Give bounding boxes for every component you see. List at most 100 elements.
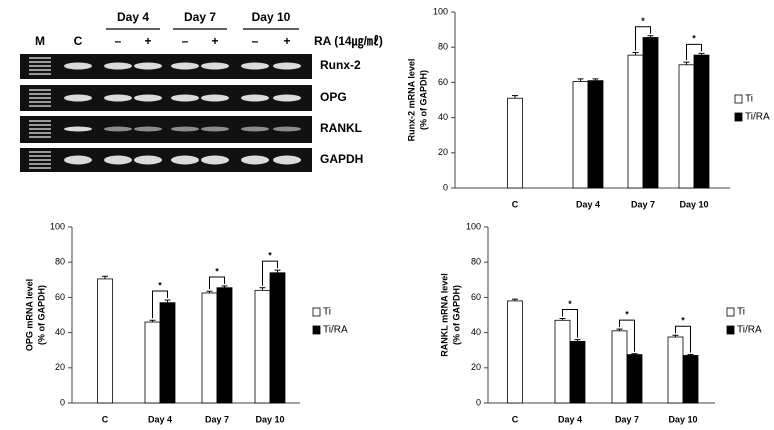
y-axis-label: (% of GAPDH) (418, 70, 428, 130)
gene-label: OPG (320, 90, 347, 104)
gene-label: RANKL (320, 121, 362, 135)
treatment-label: + (283, 34, 290, 48)
gel-band (104, 126, 132, 132)
x-tick-label: C (512, 199, 519, 209)
gel-band (64, 126, 92, 132)
legend-swatch (734, 112, 743, 122)
y-tick-label: 80 (55, 257, 65, 267)
gel-band (171, 155, 199, 165)
y-tick-label: 20 (471, 362, 481, 372)
marker-band (29, 101, 51, 103)
y-tick-label: 0 (476, 397, 481, 407)
x-tick-label: Day 4 (148, 414, 172, 424)
legend-label: Ti/RA (323, 325, 348, 336)
marker-band (29, 151, 51, 153)
bar (569, 340, 586, 404)
marker-band (29, 89, 51, 91)
significance-bracket (686, 43, 702, 61)
significance-label: * (268, 250, 272, 260)
significance-bracket (262, 260, 278, 286)
y-axis-label: Runx-2 mRNA level (406, 59, 416, 142)
legend-label: Ti (745, 94, 753, 105)
gel-band (201, 155, 229, 165)
marker-band (29, 61, 51, 63)
gel-band (241, 155, 269, 165)
marker-band (29, 136, 51, 138)
gel-band (104, 94, 132, 102)
x-tick-label: Day 10 (668, 414, 697, 424)
treatment-label: – (252, 34, 259, 48)
bar (159, 302, 176, 404)
significance-label: * (641, 16, 645, 26)
bar (572, 81, 589, 189)
bar (627, 54, 644, 189)
bar (144, 321, 161, 404)
marker-band (29, 167, 51, 169)
y-tick-label: 60 (471, 292, 481, 302)
legend-swatch (726, 325, 735, 335)
marker-band (29, 73, 51, 75)
y-tick-label: 20 (55, 362, 65, 372)
x-tick-label: Day 7 (205, 414, 229, 424)
marker-band (29, 132, 51, 134)
day-label: Day 10 (252, 10, 291, 24)
legend-swatch (734, 94, 743, 104)
gel-band (241, 126, 269, 132)
gel-band (171, 62, 199, 70)
bar (507, 97, 523, 189)
significance-bracket (562, 309, 578, 338)
bar (642, 37, 659, 189)
significance-bracket (152, 290, 168, 319)
y-tick-label: 20 (438, 147, 448, 157)
gel-band (64, 62, 92, 70)
significance-label: * (681, 316, 685, 326)
y-axis-label: OPG mRNA level (24, 279, 34, 351)
x-tick-label: C (512, 414, 519, 424)
legend-swatch (726, 307, 735, 317)
gel-band (201, 126, 229, 132)
treatment-label: – (115, 34, 122, 48)
significance-label: * (625, 309, 629, 319)
gel-band (134, 155, 162, 165)
legend-label: Ti/RA (745, 112, 770, 123)
gel-band (241, 62, 269, 70)
bar (587, 80, 604, 189)
y-axis-label: (% of GAPDH) (451, 285, 461, 345)
chart: 0 20 40 60 80 100 OPG mRNA level (% of GAPDH) C D… (24, 221, 348, 424)
gene-label: GAPDH (320, 152, 363, 166)
legend-label: Ti (323, 307, 331, 318)
treatment-label: + (211, 34, 218, 48)
bar (254, 289, 271, 404)
gel-band (104, 155, 132, 165)
gel-band (64, 155, 92, 165)
bar (667, 336, 684, 404)
gel-band (134, 94, 162, 102)
gel-band (134, 126, 162, 132)
y-tick-label: 80 (438, 42, 448, 52)
bar (611, 330, 628, 404)
gene-label: Runx-2 (320, 58, 361, 72)
legend-label: Ti (737, 307, 745, 318)
significance-bracket (209, 276, 225, 290)
significance-label: * (568, 299, 572, 309)
y-tick-label: 100 (466, 221, 481, 231)
gel-panel (20, 54, 312, 172)
ra-label: RA (14㎍/㎖) (314, 33, 383, 49)
gel-band (171, 126, 199, 132)
bar (626, 354, 643, 404)
significance-bracket (619, 319, 635, 352)
significance-label: * (692, 34, 696, 44)
gel-band (273, 94, 301, 102)
marker-band (29, 120, 51, 122)
significance-label: * (215, 266, 219, 276)
x-tick-label: Day 10 (679, 199, 708, 209)
y-tick-label: 40 (471, 327, 481, 337)
x-tick-label: Day 7 (615, 414, 639, 424)
marker-band (29, 93, 51, 95)
bar (507, 300, 523, 404)
legend-label: Ti/RA (737, 325, 762, 336)
gel-band (104, 62, 132, 70)
x-tick-label: Day 4 (576, 199, 600, 209)
bar (682, 355, 699, 404)
gel-band (273, 155, 301, 165)
